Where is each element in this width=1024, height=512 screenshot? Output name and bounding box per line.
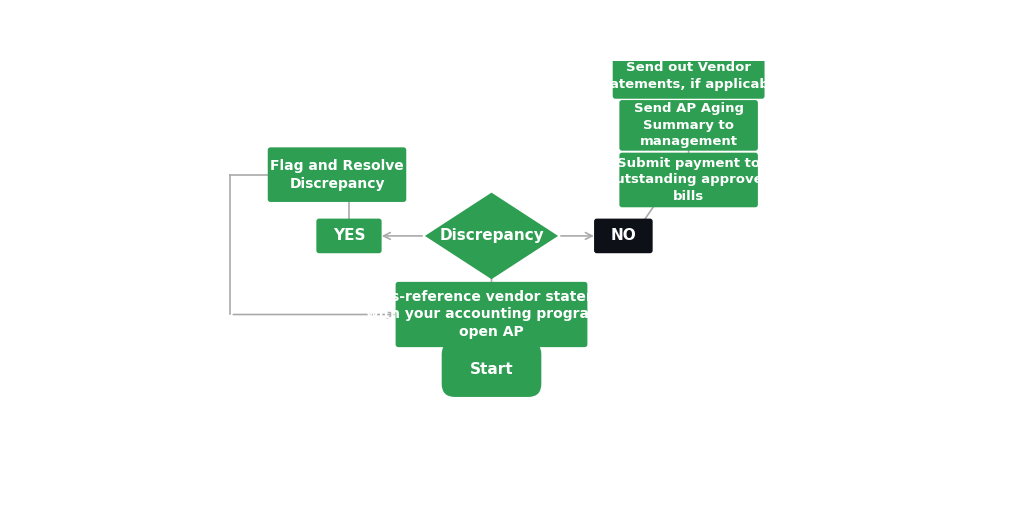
Text: Submit payment to
outstanding approved
bills: Submit payment to outstanding approved b… [605,157,772,203]
Text: Send AP Aging
Summary to
management: Send AP Aging Summary to management [634,102,743,148]
FancyBboxPatch shape [594,219,652,253]
FancyBboxPatch shape [267,147,407,202]
FancyBboxPatch shape [612,53,765,99]
FancyBboxPatch shape [395,282,588,347]
FancyBboxPatch shape [316,219,382,253]
Polygon shape [425,193,558,279]
FancyBboxPatch shape [620,153,758,207]
Text: END: END [671,27,707,42]
Text: Cross-reference vendor statement
with your accounting program’s
open AP: Cross-reference vendor statement with yo… [356,290,627,339]
Text: YES: YES [333,228,366,243]
Text: Start: Start [470,361,513,377]
Text: NO: NO [610,228,636,243]
Text: Flag and Resolve
Discrepancy: Flag and Resolve Discrepancy [270,159,403,190]
FancyBboxPatch shape [620,100,758,151]
FancyBboxPatch shape [441,342,542,397]
FancyBboxPatch shape [636,7,741,62]
Text: Send out Vendor
Statements, if applicable: Send out Vendor Statements, if applicabl… [594,61,783,91]
Text: Discrepancy: Discrepancy [439,228,544,243]
